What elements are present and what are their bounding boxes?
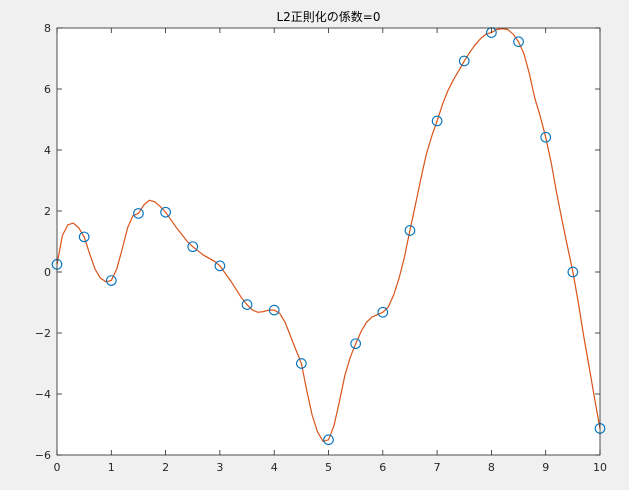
data-point-10 — [323, 434, 334, 446]
y-tick-label: 4 — [44, 144, 51, 157]
plot-area — [57, 28, 600, 455]
data-point-11 — [350, 338, 362, 350]
series-layer — [51, 27, 606, 446]
data-point-8 — [268, 304, 280, 316]
y-tick-label: −4 — [35, 388, 51, 401]
data-point-18 — [540, 131, 552, 143]
x-tick-label: 8 — [488, 461, 495, 474]
y-tick-label: 6 — [44, 83, 51, 96]
axes-layer: 0 1 2 3 4 5 6 7 8 9 10 −6 −4 −2 0 2 4 6 8 — [35, 22, 607, 474]
x-tick-label: 7 — [434, 461, 441, 474]
data-point-7 — [241, 299, 253, 310]
data-point-13 — [404, 225, 416, 236]
x-tick-label: 9 — [542, 461, 549, 474]
x-tick-label: 0 — [54, 461, 61, 474]
y-tick-label: 2 — [44, 205, 51, 218]
data-point-9 — [296, 358, 307, 369]
data-point-17 — [513, 36, 524, 48]
y-tick-label: −2 — [35, 327, 51, 340]
fit-curve — [56, 27, 601, 443]
x-tick-label: 2 — [162, 461, 169, 474]
y-tick-label: 8 — [44, 22, 51, 35]
x-tick-label: 6 — [379, 461, 386, 474]
data-point-2 — [105, 275, 117, 286]
data-point-14 — [431, 115, 443, 127]
data-point-19 — [567, 266, 579, 278]
data-point-6 — [214, 260, 226, 272]
x-tick-label: 10 — [593, 461, 607, 474]
data-point-5 — [187, 241, 199, 253]
y-tick-label: 0 — [44, 266, 51, 279]
x-tick-label: 3 — [216, 461, 223, 474]
data-point-15 — [458, 55, 470, 67]
data-point-4 — [160, 206, 171, 218]
x-tick-label: 5 — [325, 461, 332, 474]
data-point-12 — [377, 306, 389, 318]
x-tick-label: 4 — [271, 461, 278, 474]
data-point-3 — [133, 208, 144, 219]
y-tick-label: −6 — [35, 449, 51, 462]
data-point-1 — [78, 231, 90, 243]
x-tick-label: 1 — [108, 461, 115, 474]
chart-title: L2正則化の係数=0 — [276, 9, 380, 24]
